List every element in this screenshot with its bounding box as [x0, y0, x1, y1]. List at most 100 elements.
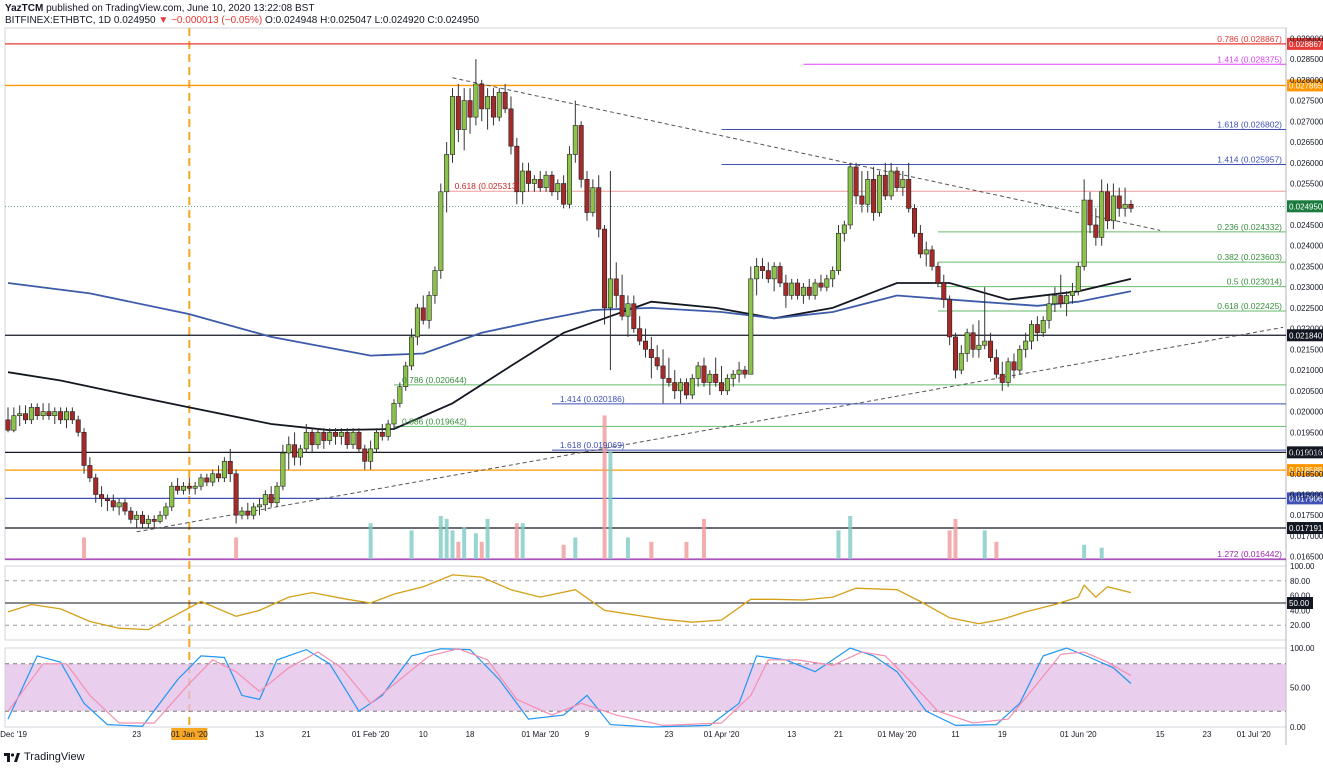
candle-body	[537, 179, 543, 188]
candle-body	[204, 477, 210, 483]
author-name[interactable]: YazTCM	[5, 3, 44, 14]
price-level-label: 0.786 (0.020644)	[402, 375, 467, 385]
candle	[683, 378, 689, 400]
candle-body	[362, 448, 368, 462]
price-axis-tick: 0.027500	[1290, 97, 1323, 106]
volume-bar	[602, 415, 607, 560]
tradingview-brand[interactable]: TradingView	[24, 751, 85, 763]
candle-body	[1011, 361, 1017, 371]
candle-body	[455, 96, 461, 130]
candle-body	[239, 510, 245, 516]
candle	[660, 349, 666, 404]
candle	[268, 486, 274, 507]
stoch-axis-tick: 50.00	[1290, 684, 1311, 693]
price-level-label: 0.886 (0.019642)	[402, 416, 467, 426]
candle-body	[1029, 324, 1035, 342]
price-axis-tick: 0.019500	[1290, 428, 1323, 437]
candle	[157, 511, 163, 524]
candle-body	[385, 423, 391, 437]
candle	[321, 428, 327, 449]
candle	[356, 428, 362, 454]
candle	[449, 88, 455, 163]
volume-bar	[561, 544, 566, 560]
volume-bar	[82, 537, 87, 560]
price-axis-tick: 0.024500	[1290, 221, 1323, 230]
candle-body	[1122, 203, 1128, 209]
candle	[69, 407, 75, 424]
candle-body	[672, 382, 678, 392]
candle-body	[426, 295, 432, 321]
candle	[116, 498, 122, 516]
x-axis-tick: 13	[255, 730, 264, 739]
x-axis-tick: 11	[951, 730, 960, 739]
moving-average-line	[7, 278, 1132, 432]
candle	[800, 283, 806, 304]
candle-body	[923, 249, 929, 255]
candle	[1064, 291, 1070, 317]
candle-body	[444, 154, 450, 193]
candle	[75, 415, 81, 437]
candle-body	[543, 174, 549, 188]
candle	[642, 328, 648, 358]
candle	[795, 278, 801, 300]
price-level-label: 0.786 (0.028867)	[1217, 34, 1282, 44]
candle	[1116, 187, 1122, 217]
candle	[34, 403, 40, 420]
price-level-axis-box	[1287, 492, 1323, 505]
volume-bar	[836, 530, 841, 560]
last-price: 0.024950	[113, 15, 156, 26]
price-axis-tick: 0.019000	[1290, 449, 1323, 458]
candle-body	[683, 382, 689, 396]
candle	[596, 175, 602, 238]
candle	[280, 444, 286, 491]
price-level-axis-box	[1287, 522, 1323, 535]
candle-body	[496, 91, 502, 118]
candle-body	[23, 413, 29, 421]
price-level-axis-box	[1287, 446, 1323, 459]
candle-body	[765, 270, 771, 280]
candle-body	[695, 365, 701, 379]
candle	[736, 361, 742, 383]
candle-body	[309, 431, 315, 446]
volume-bar	[953, 518, 958, 560]
candle	[748, 266, 754, 375]
price-level-label: 0.236 (0.024332)	[1217, 222, 1282, 232]
x-axis-tick: 01 Jun '20	[1060, 730, 1097, 739]
candle	[607, 171, 613, 371]
price-axis-tick: 0.017000	[1290, 532, 1323, 541]
candle-body	[356, 431, 362, 450]
candle	[695, 361, 701, 387]
candle	[929, 245, 935, 271]
candle	[853, 162, 859, 205]
candle	[180, 482, 186, 495]
candle-body	[982, 340, 988, 346]
rsi-axis-tick: 60.00	[1290, 592, 1311, 601]
price-level-label: 1.272 (0.016442)	[1217, 549, 1282, 559]
x-axis-tick: 21	[834, 730, 843, 739]
candle	[754, 258, 760, 296]
tradingview-logo-icon	[4, 753, 20, 762]
candle-body	[63, 411, 69, 421]
candle	[865, 171, 871, 213]
candle-body	[876, 174, 882, 213]
volume-bar	[1099, 547, 1104, 560]
candle	[859, 171, 865, 213]
price-level-label: 0.5 (0.023014)	[1227, 277, 1282, 287]
candle-body	[502, 91, 508, 110]
candle-body	[894, 170, 900, 188]
candle	[830, 266, 836, 288]
publish-line: YazTCM published on TradingView.com, Jun…	[5, 3, 314, 14]
candle	[11, 407, 17, 433]
candle-body	[771, 266, 777, 280]
candle	[216, 465, 222, 483]
candle	[982, 287, 988, 350]
candle	[368, 440, 374, 470]
candle	[514, 137, 520, 205]
candle	[719, 365, 725, 395]
candle-body	[333, 431, 339, 437]
candle	[730, 370, 736, 387]
candle-body	[964, 332, 970, 354]
x-axis-tick: 01 Apr '20	[704, 730, 740, 739]
x-axis-tick: 23	[664, 730, 673, 739]
